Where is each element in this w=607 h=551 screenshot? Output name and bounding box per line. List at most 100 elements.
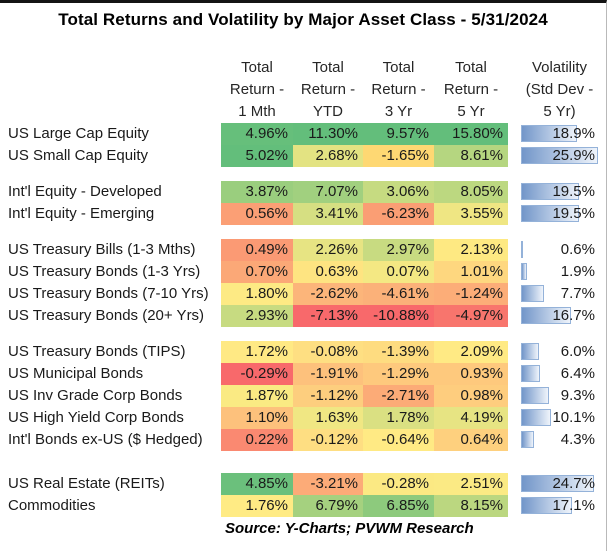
return-cell-1mth: 2.93% [221, 305, 293, 327]
volatility-bar [521, 307, 571, 324]
return-cell-3yr: 9.57% [363, 123, 434, 145]
return-cell-5yr: 8.05% [434, 181, 508, 203]
volatility-bar [521, 387, 549, 404]
col-header-3yr: Total Return - 3 Yr [363, 57, 434, 123]
asset-class-label: US Municipal Bonds [8, 365, 144, 382]
return-cell-ytd: -3.21% [293, 473, 363, 495]
col-header-1mth: Total Return - 1 Mth [221, 57, 293, 123]
volatility-cell: 18.9% [521, 123, 598, 145]
asset-class-label: US Treasury Bonds (1-3 Yrs) [8, 263, 201, 280]
column-gutter [508, 57, 521, 123]
table-row: US Treasury Bonds (7-10 Yrs) 1.80% -2.62% -… [0, 283, 606, 305]
volatility-bar [521, 475, 595, 492]
column-gutter [508, 473, 521, 495]
return-cell-ytd: 7.07% [293, 181, 363, 203]
return-cell-1mth: 1.10% [221, 407, 293, 429]
return-cell-5yr: 4.19% [434, 407, 508, 429]
asset-class-label: US Treasury Bills (1-3 Mths) [8, 241, 196, 258]
asset-class-label: US Inv Grade Corp Bonds [8, 387, 183, 404]
table-row: US Large Cap Equity 4.96% 11.30% 9.57% 15.80… [0, 123, 606, 145]
table-row: Commodities 1.76% 6.79% 6.85% 8.15% 17.1% [0, 495, 606, 517]
return-cell-3yr: 2.97% [363, 239, 434, 261]
return-cell-1mth: 4.85% [221, 473, 293, 495]
asset-class-label: US High Yield Corp Bonds [8, 409, 184, 426]
group-gap [0, 327, 606, 341]
return-cell-3yr: -6.23% [363, 203, 434, 225]
table-row: US Treasury Bonds (20+ Yrs) 2.93% -7.13% -1… [0, 305, 606, 327]
return-cell-ytd: 3.41% [293, 203, 363, 225]
group-gap [0, 167, 606, 181]
return-cell-1mth: 0.56% [221, 203, 293, 225]
returns-table: Total Return - 1 Mth Total Return - YTD … [0, 57, 606, 517]
return-cell-ytd: -7.13% [293, 305, 363, 327]
column-gutter [508, 203, 521, 225]
volatility-cell: 0.6% [521, 239, 598, 261]
header-line: Total [382, 59, 415, 76]
return-cell-1mth: 1.87% [221, 385, 293, 407]
return-cell-1mth: 0.22% [221, 429, 293, 451]
volatility-value: 6.4% [560, 365, 595, 382]
asset-class-label: US Treasury Bonds (7-10 Yrs) [8, 285, 209, 302]
return-cell-3yr: -1.65% [363, 145, 434, 167]
header-line: 5 Yr [457, 103, 485, 120]
return-cell-3yr: -2.71% [363, 385, 434, 407]
table-row: US Real Estate (REITs) 4.85% -3.21% -0.28% 2… [0, 473, 606, 495]
source-note: Source: Y-Charts; PVWM Research [225, 520, 474, 537]
table-row: US Treasury Bills (1-3 Mths) 0.49% 2.26% 2.… [0, 239, 606, 261]
volatility-value: 7.7% [560, 285, 595, 302]
header-line: Return - [300, 81, 356, 98]
return-cell-1mth: 3.87% [221, 181, 293, 203]
return-cell-ytd: -1.12% [293, 385, 363, 407]
volatility-bar [521, 147, 598, 164]
header-line: Total [455, 59, 487, 76]
volatility-value: 4.3% [560, 431, 595, 448]
volatility-cell: 19.5% [521, 203, 598, 225]
column-gutter [508, 305, 521, 327]
return-cell-1mth: 1.76% [221, 495, 293, 517]
volatility-value: 17.1% [552, 497, 595, 514]
table-row: Int'l Equity - Developed 3.87% 7.07% 3.06% 8… [0, 181, 606, 203]
column-gutter [508, 181, 521, 203]
return-cell-3yr: -10.88% [363, 305, 434, 327]
group-gap [0, 225, 606, 239]
volatility-bar [521, 241, 523, 258]
return-cell-3yr: 6.85% [363, 495, 434, 517]
table-body: US Large Cap Equity 4.96% 11.30% 9.57% 15.80… [0, 123, 606, 517]
return-cell-5yr: -4.97% [434, 305, 508, 327]
return-cell-ytd: -0.08% [293, 341, 363, 363]
asset-class-label: US Large Cap Equity [8, 125, 149, 142]
volatility-value: 6.0% [560, 343, 595, 360]
return-cell-1mth: 5.02% [221, 145, 293, 167]
header-line: Total [312, 59, 344, 76]
asset-class-label: Commodities [8, 497, 96, 514]
return-cell-1mth: 1.72% [221, 341, 293, 363]
asset-class-label: US Treasury Bonds (20+ Yrs) [8, 307, 205, 324]
return-cell-ytd: 2.26% [293, 239, 363, 261]
return-cell-1mth: -0.29% [221, 363, 293, 385]
volatility-value: 18.9% [552, 125, 595, 142]
volatility-cell: 24.7% [521, 473, 598, 495]
column-gutter [508, 239, 521, 261]
volatility-cell: 1.9% [521, 261, 598, 283]
volatility-bar [521, 343, 539, 360]
return-cell-1mth: 0.49% [221, 239, 293, 261]
volatility-value: 0.6% [560, 241, 595, 258]
asset-class-label: Int'l Equity - Emerging [8, 205, 155, 222]
volatility-cell: 6.4% [521, 363, 598, 385]
volatility-bar [521, 365, 541, 382]
volatility-bar [521, 497, 572, 514]
header-line: Total [241, 59, 273, 76]
return-cell-1mth: 1.80% [221, 283, 293, 305]
return-cell-ytd: 2.68% [293, 145, 363, 167]
return-cell-3yr: -4.61% [363, 283, 434, 305]
return-cell-5yr: 2.13% [434, 239, 508, 261]
asset-class-label: US Real Estate (REITs) [8, 475, 165, 492]
volatility-bar [521, 183, 579, 200]
column-gutter [508, 385, 521, 407]
volatility-bar [521, 125, 578, 142]
page-title: Total Returns and Volatility by Major As… [58, 10, 548, 29]
volatility-value: 1.9% [560, 263, 595, 280]
column-gutter [508, 123, 521, 145]
table-row: US Treasury Bonds (1-3 Yrs) 0.70% 0.63% 0.0… [0, 261, 606, 283]
